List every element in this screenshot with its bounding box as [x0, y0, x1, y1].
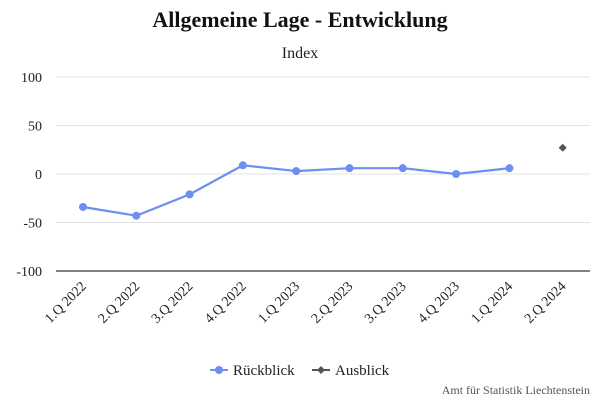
y-tick-label: 0	[35, 168, 42, 183]
x-tick-label: 2.Q 2023	[309, 279, 356, 326]
x-tick-label: 1.Q 2023	[256, 279, 303, 326]
legend-marker-ausblick	[317, 366, 325, 374]
data-point[interactable]	[345, 164, 354, 173]
x-tick-label: 1.Q 2022	[42, 279, 89, 326]
x-tick-label: 2.Q 2022	[96, 279, 143, 326]
chart-subtitle: Index	[282, 45, 318, 62]
data-point[interactable]	[238, 161, 247, 170]
data-point[interactable]	[79, 202, 87, 211]
x-tick-label: 1.Q 2024	[469, 279, 516, 326]
x-tick-label: 4.Q 2023	[415, 279, 462, 326]
legend-item-ausblick[interactable]: Ausblick	[312, 363, 390, 379]
data-point[interactable]	[452, 170, 461, 178]
x-tick-label: 3.Q 2022	[149, 279, 196, 326]
y-tick-label: -50	[23, 217, 42, 232]
x-tick-label: 4.Q 2022	[202, 279, 249, 326]
data-point[interactable]	[292, 167, 301, 176]
x-axis-ticks: 1.Q 2022 2.Q 2022 3.Q 2022 4.Q 2022 1.Q 2023…	[42, 279, 569, 326]
legend-marker-rueckblick	[215, 366, 223, 374]
x-tick-label: 2.Q 2024	[522, 279, 569, 326]
credit-text: Amt für Statistik Liechtenstein	[442, 383, 590, 397]
data-point[interactable]	[558, 143, 567, 152]
data-point[interactable]	[132, 211, 141, 220]
data-point[interactable]	[505, 164, 514, 173]
y-tick-label: 100	[21, 71, 42, 86]
data-point[interactable]	[185, 190, 194, 199]
legend-item-rueckblick[interactable]: Rückblick	[210, 363, 295, 379]
legend-label-ausblick: Ausblick	[335, 363, 390, 379]
grid	[56, 76, 590, 272]
y-tick-label: -100	[16, 265, 42, 280]
legend[interactable]: Rückblick Ausblick	[210, 363, 390, 379]
chart-title: Allgemeine Lage - Entwicklung	[152, 7, 447, 32]
series-layer	[79, 143, 567, 220]
y-axis-ticks: 100 50 0 -50 -100	[16, 71, 42, 280]
data-point[interactable]	[398, 164, 407, 173]
y-tick-label: 50	[28, 120, 42, 135]
x-tick-label: 3.Q 2023	[362, 279, 409, 326]
legend-label-rueckblick: Rückblick	[233, 363, 295, 379]
